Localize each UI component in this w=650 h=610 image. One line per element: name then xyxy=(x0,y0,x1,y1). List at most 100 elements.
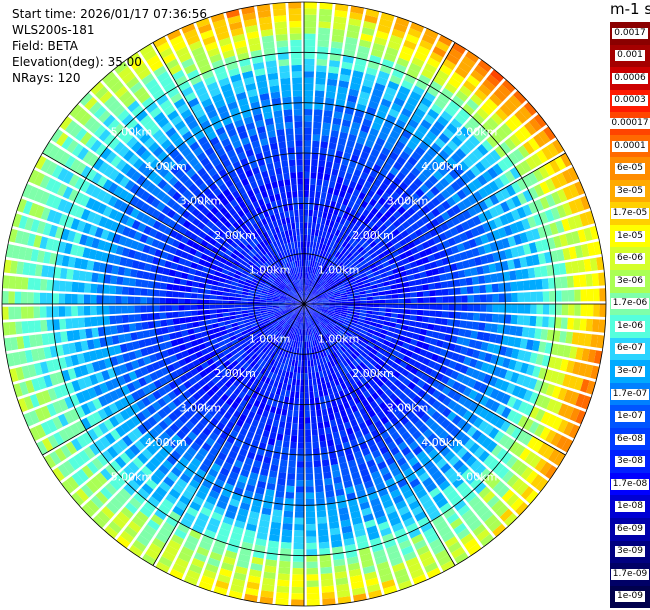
ppi-cell xyxy=(255,427,264,436)
ppi-cell xyxy=(215,580,230,590)
ppi-cell xyxy=(105,380,115,391)
ppi-cell xyxy=(121,286,129,295)
ppi-cell xyxy=(511,385,522,397)
ppi-cell xyxy=(366,307,374,311)
ppi-cell xyxy=(279,296,286,300)
ppi-cell xyxy=(111,335,120,345)
ppi-cell xyxy=(268,326,275,332)
ppi-cell xyxy=(55,344,64,357)
ppi-cell xyxy=(490,69,504,83)
ppi-cell xyxy=(346,261,353,268)
ppi-cell xyxy=(305,310,308,317)
ppi-cell xyxy=(396,91,408,102)
ppi-cell xyxy=(209,304,216,309)
ppi-cell xyxy=(315,284,321,290)
ppi-cell xyxy=(360,468,370,477)
ppi-cell xyxy=(404,124,416,135)
ppi-cell xyxy=(358,315,366,320)
ppi-cell xyxy=(80,259,89,270)
ppi-cell xyxy=(238,448,248,457)
ppi-cell xyxy=(524,451,537,465)
ppi-cell xyxy=(413,129,425,140)
ppi-cell xyxy=(504,370,514,381)
ppi-cell xyxy=(379,206,388,215)
ppi-cell xyxy=(337,223,344,231)
ppi-cell xyxy=(331,318,338,323)
ppi-cell xyxy=(360,124,370,134)
ppi-cell xyxy=(269,274,276,281)
ppi-cell xyxy=(545,194,556,207)
ppi-cell xyxy=(274,496,284,505)
ppi-cell xyxy=(357,97,369,106)
ppi-cell xyxy=(46,161,58,176)
ppi-cell xyxy=(486,440,498,453)
ppi-cell xyxy=(401,257,410,265)
ppi-cell xyxy=(214,271,222,277)
ppi-cell xyxy=(409,182,419,192)
ppi-cell xyxy=(417,102,429,113)
ppi-cell xyxy=(299,316,302,323)
ppi-cell xyxy=(400,191,410,201)
ppi-cell xyxy=(581,395,592,410)
ppi-cell xyxy=(263,362,270,370)
ppi-cell xyxy=(452,442,463,454)
ppi-cell xyxy=(152,220,162,230)
ppi-cell xyxy=(332,552,345,561)
ppi-cell xyxy=(448,47,463,60)
ppi-cell xyxy=(489,193,500,206)
ppi-cell xyxy=(398,265,406,272)
ppi-cell xyxy=(310,302,317,304)
ppi-cell xyxy=(306,341,309,348)
ppi-cell xyxy=(183,356,192,364)
ppi-cell xyxy=(248,330,255,336)
ppi-cell xyxy=(304,247,307,254)
ppi-cell xyxy=(139,436,150,448)
ppi-cell xyxy=(329,321,336,326)
ppi-cell xyxy=(385,253,394,261)
ppi-cell xyxy=(271,515,282,523)
ppi-cell xyxy=(99,337,108,348)
ppi-cell xyxy=(242,313,249,318)
ppi-cell xyxy=(310,321,313,328)
ppi-cell xyxy=(388,224,397,232)
ppi-cell xyxy=(348,568,362,577)
ppi-cell xyxy=(124,333,132,342)
ppi-cell xyxy=(471,247,480,257)
ppi-cell xyxy=(556,344,565,357)
ppi-cell xyxy=(192,217,201,227)
ppi-cell xyxy=(294,295,300,300)
ppi-cell xyxy=(480,304,487,312)
ppi-cell xyxy=(202,393,211,402)
ppi-cell xyxy=(254,386,262,394)
ppi-cell xyxy=(35,392,46,406)
ppi-cell xyxy=(434,137,446,149)
ppi-cell xyxy=(439,502,452,514)
ppi-cell xyxy=(304,165,310,172)
ppi-cell xyxy=(87,387,98,399)
ppi-cell xyxy=(172,191,182,202)
ppi-cell xyxy=(241,370,249,378)
ppi-cell xyxy=(312,140,320,148)
ppi-cell xyxy=(261,584,275,592)
ppi-cell xyxy=(352,232,359,240)
ppi-cell xyxy=(24,217,34,231)
ppi-cell xyxy=(384,397,393,406)
ppi-cell xyxy=(161,194,171,205)
ppi-cell xyxy=(420,521,433,533)
ppi-cell xyxy=(402,281,410,288)
ppi-cell xyxy=(130,415,142,426)
ppi-cell xyxy=(487,167,498,179)
ppi-cell xyxy=(231,465,241,475)
ppi-cell xyxy=(571,260,579,274)
ppi-cell xyxy=(328,280,335,286)
ppi-cell xyxy=(506,474,520,488)
ppi-cell xyxy=(328,306,336,309)
ppi-cell xyxy=(327,311,334,315)
ppi-cell xyxy=(195,490,207,501)
ppi-cell xyxy=(159,290,167,297)
ppi-cell xyxy=(203,289,211,295)
ppi-cell xyxy=(139,506,153,518)
ppi-cell xyxy=(187,386,197,396)
ppi-cell xyxy=(330,329,337,335)
ppi-cell xyxy=(208,268,216,275)
